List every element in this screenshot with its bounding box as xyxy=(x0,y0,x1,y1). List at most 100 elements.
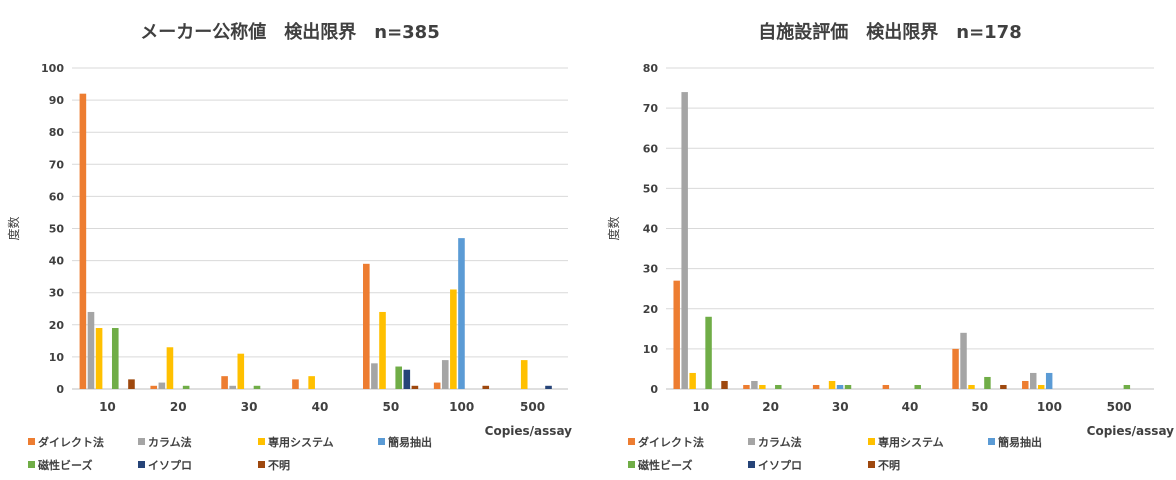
chart-left: メーカー公称値 検出限界 n=385 0 10 20 30 40 50 60 70 80 90 100… xyxy=(6,21,572,472)
bar-2-0 xyxy=(812,384,820,389)
bar-0-1 xyxy=(681,92,688,389)
bar-0-2 xyxy=(95,328,103,389)
y-tick-label: 90 xyxy=(49,94,65,107)
x-tick-label: 100 xyxy=(449,400,474,414)
bar-4-6 xyxy=(1000,384,1007,389)
bar-5-3 xyxy=(458,238,465,389)
bar-2-2 xyxy=(828,380,836,389)
legend-swatch xyxy=(628,438,635,445)
bar-1-4 xyxy=(182,385,190,389)
bar-0-0 xyxy=(673,280,680,389)
legend-swatch xyxy=(138,461,145,468)
x-tick-label: 500 xyxy=(520,400,545,414)
bar-5-6 xyxy=(482,385,490,389)
bar-0-4 xyxy=(705,316,712,389)
legend-label: ダイレクト法 xyxy=(638,435,704,449)
y-tick-label: 30 xyxy=(643,263,659,276)
bar-4-0 xyxy=(952,348,959,389)
x-tick-label: 500 xyxy=(1107,400,1132,414)
x-tick-label: 30 xyxy=(241,400,258,414)
legend-swatch xyxy=(628,461,635,468)
y-tick-label: 60 xyxy=(49,190,65,203)
bar-0-4 xyxy=(111,328,119,389)
chart-title: メーカー公称値 検出限界 n=385 xyxy=(140,21,439,43)
bar-6-5 xyxy=(545,385,552,389)
bar-0-2 xyxy=(689,372,696,389)
y-tick-label: 50 xyxy=(643,182,659,195)
legend-swatch xyxy=(138,438,145,445)
legend-label: 不明 xyxy=(878,459,900,472)
legend-swatch xyxy=(258,438,265,445)
chart-panel-left: メーカー公称値 検出限界 n=385 0 10 20 30 40 50 60 70 80 90 100… xyxy=(6,21,572,472)
legend-label: 専用システム xyxy=(268,435,334,449)
legend-label: 簡易抽出 xyxy=(388,435,432,449)
legend-label: 不明 xyxy=(268,459,290,472)
bar-1-1 xyxy=(751,380,758,389)
y-tick-label: 10 xyxy=(49,351,65,364)
legend-label: 専用システム xyxy=(878,435,944,449)
bar-5-1 xyxy=(1030,372,1037,389)
bar-2-2 xyxy=(237,353,245,389)
legend-swatch xyxy=(868,461,875,468)
bar-1-0 xyxy=(743,384,750,389)
bar-3-0 xyxy=(882,384,890,389)
bar-0-1 xyxy=(87,311,95,389)
x-tick-label: 50 xyxy=(971,400,988,414)
bar-3-4 xyxy=(914,384,921,389)
y-tick-label: 70 xyxy=(49,158,65,171)
bar-4-4 xyxy=(395,366,403,389)
y-axis-label: 度数 xyxy=(606,216,621,240)
x-tick-label: 20 xyxy=(762,400,779,414)
bar-4-1 xyxy=(371,363,378,389)
bar-5-3 xyxy=(1045,372,1053,389)
bar-5-0 xyxy=(1022,380,1029,389)
bar-1-2 xyxy=(759,384,766,389)
legend-label: 簡易抽出 xyxy=(998,435,1042,449)
bar-3-0 xyxy=(292,379,299,389)
bar-1-0 xyxy=(150,385,158,389)
legend-label: イソプロ xyxy=(758,458,802,472)
y-tick-label: 40 xyxy=(49,255,65,268)
x-tick-label: 40 xyxy=(312,400,329,414)
bar-5-2 xyxy=(1037,384,1045,389)
legend-swatch xyxy=(28,438,35,445)
y-tick-label: 70 xyxy=(643,102,659,115)
bar-0-6 xyxy=(721,380,728,389)
legend-swatch xyxy=(258,461,265,468)
bar-2-0 xyxy=(221,376,228,389)
chart-title: 自施設評価 検出限界 n=178 xyxy=(758,21,1021,43)
bar-2-4 xyxy=(844,384,852,389)
y-tick-label: 80 xyxy=(643,62,659,75)
x-tick-label: 100 xyxy=(1037,400,1062,414)
bar-2-3 xyxy=(836,384,844,389)
x-tick-label: 30 xyxy=(832,400,849,414)
y-tick-label: 0 xyxy=(56,383,64,396)
x-tick-label: 20 xyxy=(170,400,187,414)
legend-label: 磁性ビーズ xyxy=(638,458,692,472)
legend-swatch xyxy=(28,461,35,468)
bar-6-4 xyxy=(1123,384,1131,389)
bar-4-2 xyxy=(379,311,386,389)
bar-5-1 xyxy=(441,360,449,389)
legend-swatch xyxy=(748,438,755,445)
legend-swatch xyxy=(988,438,995,445)
y-tick-label: 10 xyxy=(643,343,659,356)
bar-1-4 xyxy=(775,384,782,389)
legend-swatch xyxy=(868,438,875,445)
bar-1-2 xyxy=(166,347,174,389)
bar-6-2 xyxy=(520,360,528,389)
y-tick-label: 0 xyxy=(650,383,658,396)
legend-swatch xyxy=(378,438,385,445)
y-tick-label: 50 xyxy=(49,223,65,236)
chart-right: 自施設評価 検出限界 n=178 0 10 20 30 40 50 60 70 80 度数 10 20 3… xyxy=(606,21,1174,472)
y-tick-label: 30 xyxy=(49,287,65,300)
bar-5-0 xyxy=(433,382,441,389)
legend-label: 磁性ビーズ xyxy=(38,458,92,472)
x-tick-label: 10 xyxy=(99,400,116,414)
x-tick-label: 10 xyxy=(693,400,710,414)
bar-4-6 xyxy=(411,385,419,389)
y-tick-label: 20 xyxy=(49,319,65,332)
x-tick-label: 40 xyxy=(902,400,919,414)
chart-panel-right: 自施設評価 検出限界 n=178 0 10 20 30 40 50 60 70 80 度数 10 20 3… xyxy=(588,0,1176,480)
bar-3-2 xyxy=(308,376,315,389)
